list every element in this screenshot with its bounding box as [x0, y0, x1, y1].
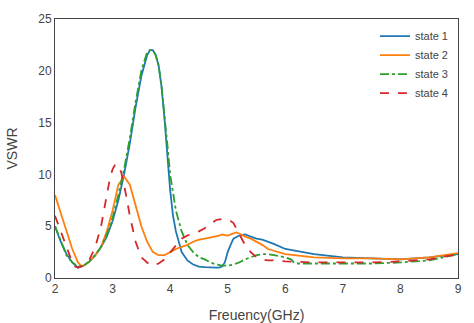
svg-text:10: 10 [38, 168, 52, 182]
svg-text:9: 9 [455, 282, 462, 296]
svg-text:7: 7 [340, 282, 347, 296]
svg-text:4: 4 [167, 282, 174, 296]
svg-text:0: 0 [45, 271, 52, 285]
svg-text:15: 15 [38, 116, 52, 130]
svg-text:VSWR: VSWR [4, 128, 20, 170]
svg-text:state 2: state 2 [415, 49, 448, 61]
svg-text:5: 5 [45, 219, 52, 233]
svg-text:6: 6 [282, 282, 289, 296]
svg-text:3: 3 [109, 282, 116, 296]
svg-text:state 3: state 3 [415, 68, 448, 80]
svg-text:5: 5 [224, 282, 231, 296]
svg-text:state 1: state 1 [415, 30, 448, 42]
svg-text:state 4: state 4 [415, 87, 448, 99]
svg-text:25: 25 [38, 12, 52, 26]
svg-text:8: 8 [397, 282, 404, 296]
svg-text:2: 2 [52, 282, 59, 296]
svg-text:Freuency(GHz): Freuency(GHz) [209, 307, 305, 323]
svg-text:20: 20 [38, 64, 52, 78]
